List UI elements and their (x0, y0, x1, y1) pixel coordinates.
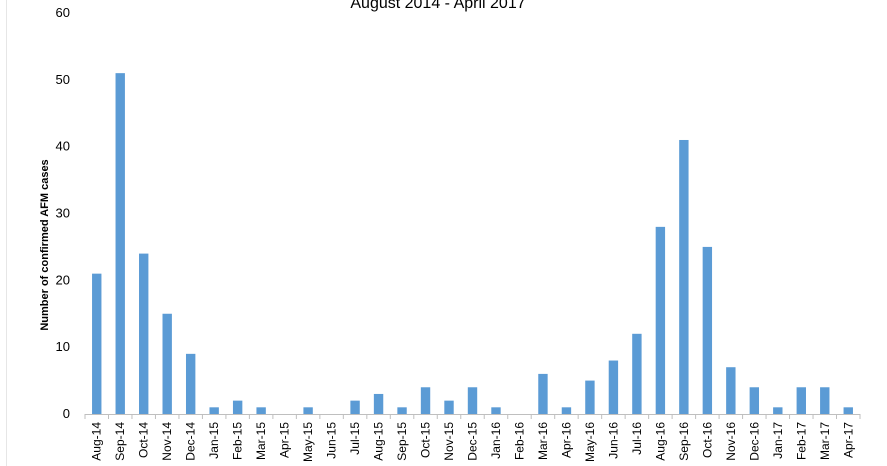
y-axis-ticks: 0 10 20 30 40 50 60 (56, 5, 70, 421)
bars-group (92, 73, 853, 415)
y-tick-label: 20 (56, 272, 70, 287)
x-tick-label: Feb-17 (794, 422, 808, 460)
bar-aug-14 (92, 273, 102, 414)
x-tick-label: Nov-15 (442, 422, 456, 461)
x-tick-label: Feb-16 (512, 422, 526, 460)
x-tick-label: Jan-17 (771, 422, 785, 459)
x-tick-label: Dec-16 (747, 422, 761, 461)
y-tick-label: 40 (56, 139, 70, 154)
x-tick-label: Jan-15 (207, 422, 221, 459)
bar-mar-16 (538, 373, 548, 414)
bar-apr-17 (843, 407, 853, 414)
x-tick-label: Oct-15 (419, 422, 433, 458)
x-tick-label: Dec-15 (466, 422, 480, 461)
bar-jun-16 (608, 360, 619, 414)
bar-aug-16 (655, 226, 666, 414)
y-tick-label: 50 (56, 72, 70, 87)
bar-feb-15 (232, 400, 243, 414)
bar-aug-15 (373, 393, 384, 414)
bar-apr-16 (561, 407, 572, 414)
x-tick-label: Aug-16 (653, 422, 667, 461)
left-border (6, 0, 7, 466)
x-tick-label: Sep-15 (395, 422, 409, 461)
x-tick-label: Feb-15 (231, 422, 245, 460)
x-tick-label: Jun-15 (325, 422, 339, 459)
bar-mar-15 (256, 407, 266, 414)
x-tick-label: May-15 (301, 422, 315, 462)
y-axis-label: Number of confirmed AFM cases (39, 159, 51, 330)
x-tick-label: Jan-16 (489, 422, 503, 459)
x-tick-label: May-16 (583, 422, 597, 462)
x-axis-ticks: Aug-14 Sep-14 Oct-14 Nov-14 Dec-14 Jan-15 Feb-… (84, 414, 861, 462)
x-tick-label: Jul-15 (348, 422, 362, 455)
x-tick-label: Mar-16 (536, 422, 550, 460)
x-tick-label: Nov-14 (160, 422, 174, 461)
bar-jul-15 (350, 400, 360, 414)
bar-oct-15 (420, 387, 431, 414)
bar-mar-17 (820, 387, 830, 414)
bar-nov-16 (726, 367, 736, 414)
bar-dec-16 (749, 387, 760, 414)
bar-sep-16 (679, 139, 689, 414)
bar-may-16 (585, 380, 595, 414)
x-tick-label: Dec-14 (184, 422, 198, 461)
x-tick-label: Sep-16 (677, 422, 691, 461)
chart-title: August 2014 - April 2017 (350, 0, 525, 12)
bar-dec-15 (467, 387, 478, 414)
bar-sep-14 (115, 73, 125, 415)
x-tick-label: Apr-17 (841, 422, 855, 458)
x-tick-label: Mar-15 (254, 422, 268, 460)
x-tick-label: Apr-16 (559, 422, 573, 458)
bar-jan-16 (491, 407, 501, 414)
bar-dec-14 (185, 353, 196, 414)
bar-nov-15 (444, 400, 454, 414)
x-tick-label: Jul-16 (630, 422, 644, 455)
bar-sep-15 (397, 407, 407, 414)
x-tick-label: Jun-16 (606, 422, 620, 459)
y-tick-label: 0 (63, 406, 70, 421)
x-tick-label: Oct-16 (700, 422, 714, 458)
bar-may-15 (303, 407, 313, 414)
bar-feb-17 (796, 387, 806, 414)
x-tick-label: Aug-15 (372, 422, 386, 461)
bar-oct-16 (702, 246, 713, 414)
bar-jul-16 (632, 333, 642, 414)
y-tick-label: 30 (56, 206, 70, 221)
bar-jan-15 (209, 407, 219, 414)
bar-nov-14 (162, 313, 172, 414)
bar-oct-14 (139, 253, 149, 414)
y-tick-label: 10 (56, 339, 70, 354)
x-tick-label: Mar-17 (818, 422, 832, 460)
bar-jan-17 (773, 407, 783, 414)
y-tick-label: 60 (56, 5, 70, 20)
x-tick-label: Aug-14 (90, 422, 104, 461)
x-tick-label: Oct-14 (137, 422, 151, 458)
x-tick-label: Nov-16 (724, 422, 738, 461)
x-tick-label: Apr-15 (278, 422, 292, 458)
x-tick-label: Sep-14 (113, 422, 127, 461)
